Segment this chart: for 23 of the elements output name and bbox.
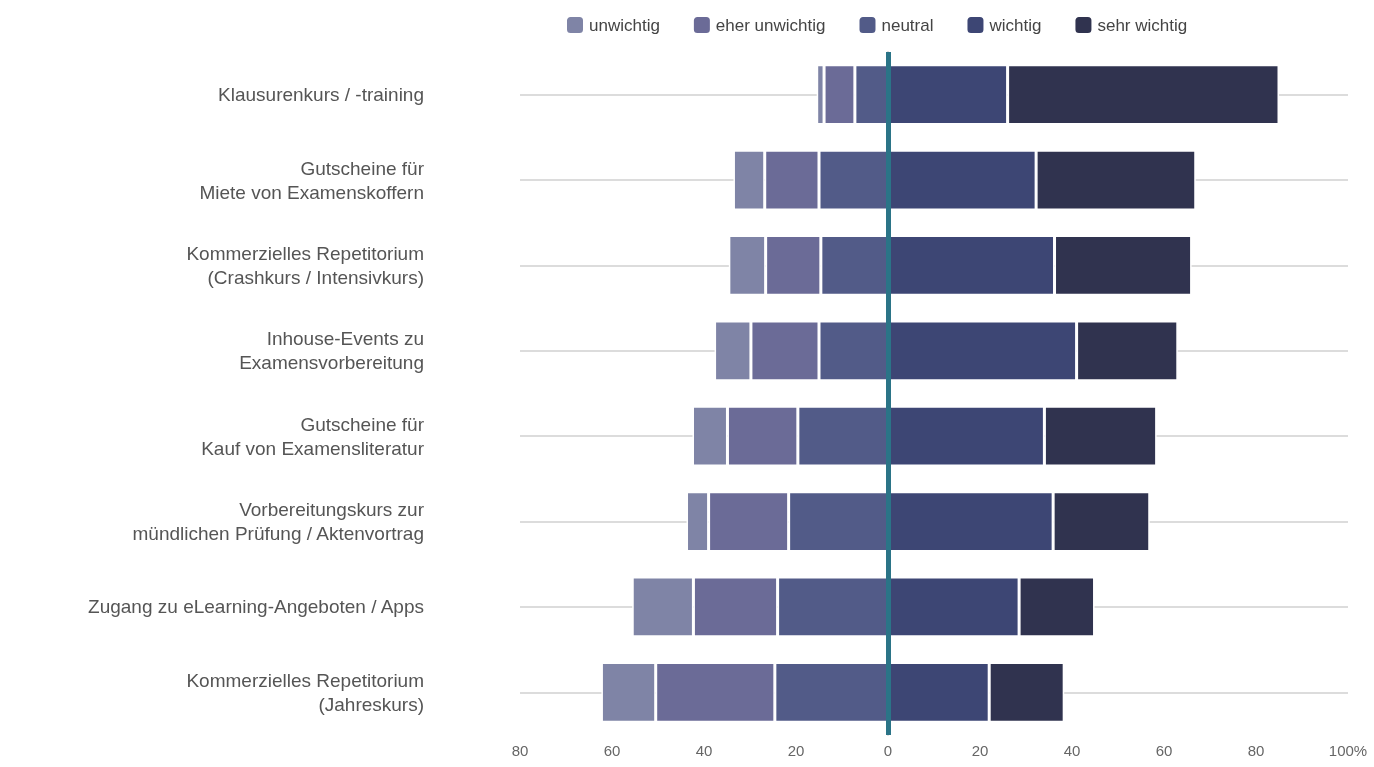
- x-tick-label: 60: [603, 742, 621, 759]
- y-tick-label: Klausurenkurs / -training: [218, 84, 424, 106]
- x-tick-label: 100%: [1328, 742, 1368, 759]
- y-tick-label: Zugang zu eLearning-Angeboten / Apps: [88, 596, 424, 618]
- x-tick-label: 0: [883, 742, 893, 759]
- y-tick-label: Vorbereitungskurs zur mündlichen Prüfung / Aktenvortrag: [132, 499, 425, 545]
- legend-label: neutral: [881, 15, 934, 35]
- y-tick-label: Gutscheine für Kauf von Examensliteratur: [201, 413, 425, 459]
- x-tick-label: 20: [787, 742, 805, 759]
- y-tick-label: Kommerzielles Repetitorium (Jahreskurs): [186, 669, 424, 715]
- x-tick-label: 20: [971, 742, 989, 759]
- x-tick-label: 80: [1247, 742, 1265, 759]
- y-tick-label: Inhouse-Events zu Examensvorbereitung: [239, 328, 424, 374]
- x-tick-label: 80: [511, 742, 529, 759]
- legend-label: sehr wichtig: [1097, 15, 1188, 35]
- x-tick-label: 40: [695, 742, 713, 759]
- y-tick-label: Kommerzielles Repetitorium (Crashkurs / Intensivkurs): [186, 242, 424, 288]
- y-tick-label: Gutscheine für Miete von Examenskoffern: [199, 157, 425, 203]
- legend-label: eher unwichtig: [715, 15, 826, 35]
- legend-label: unwichtig: [589, 15, 660, 35]
- legend-label: wichtig: [988, 15, 1042, 35]
- x-tick-label: 40: [1063, 742, 1081, 759]
- x-tick-label: 60: [1155, 742, 1173, 759]
